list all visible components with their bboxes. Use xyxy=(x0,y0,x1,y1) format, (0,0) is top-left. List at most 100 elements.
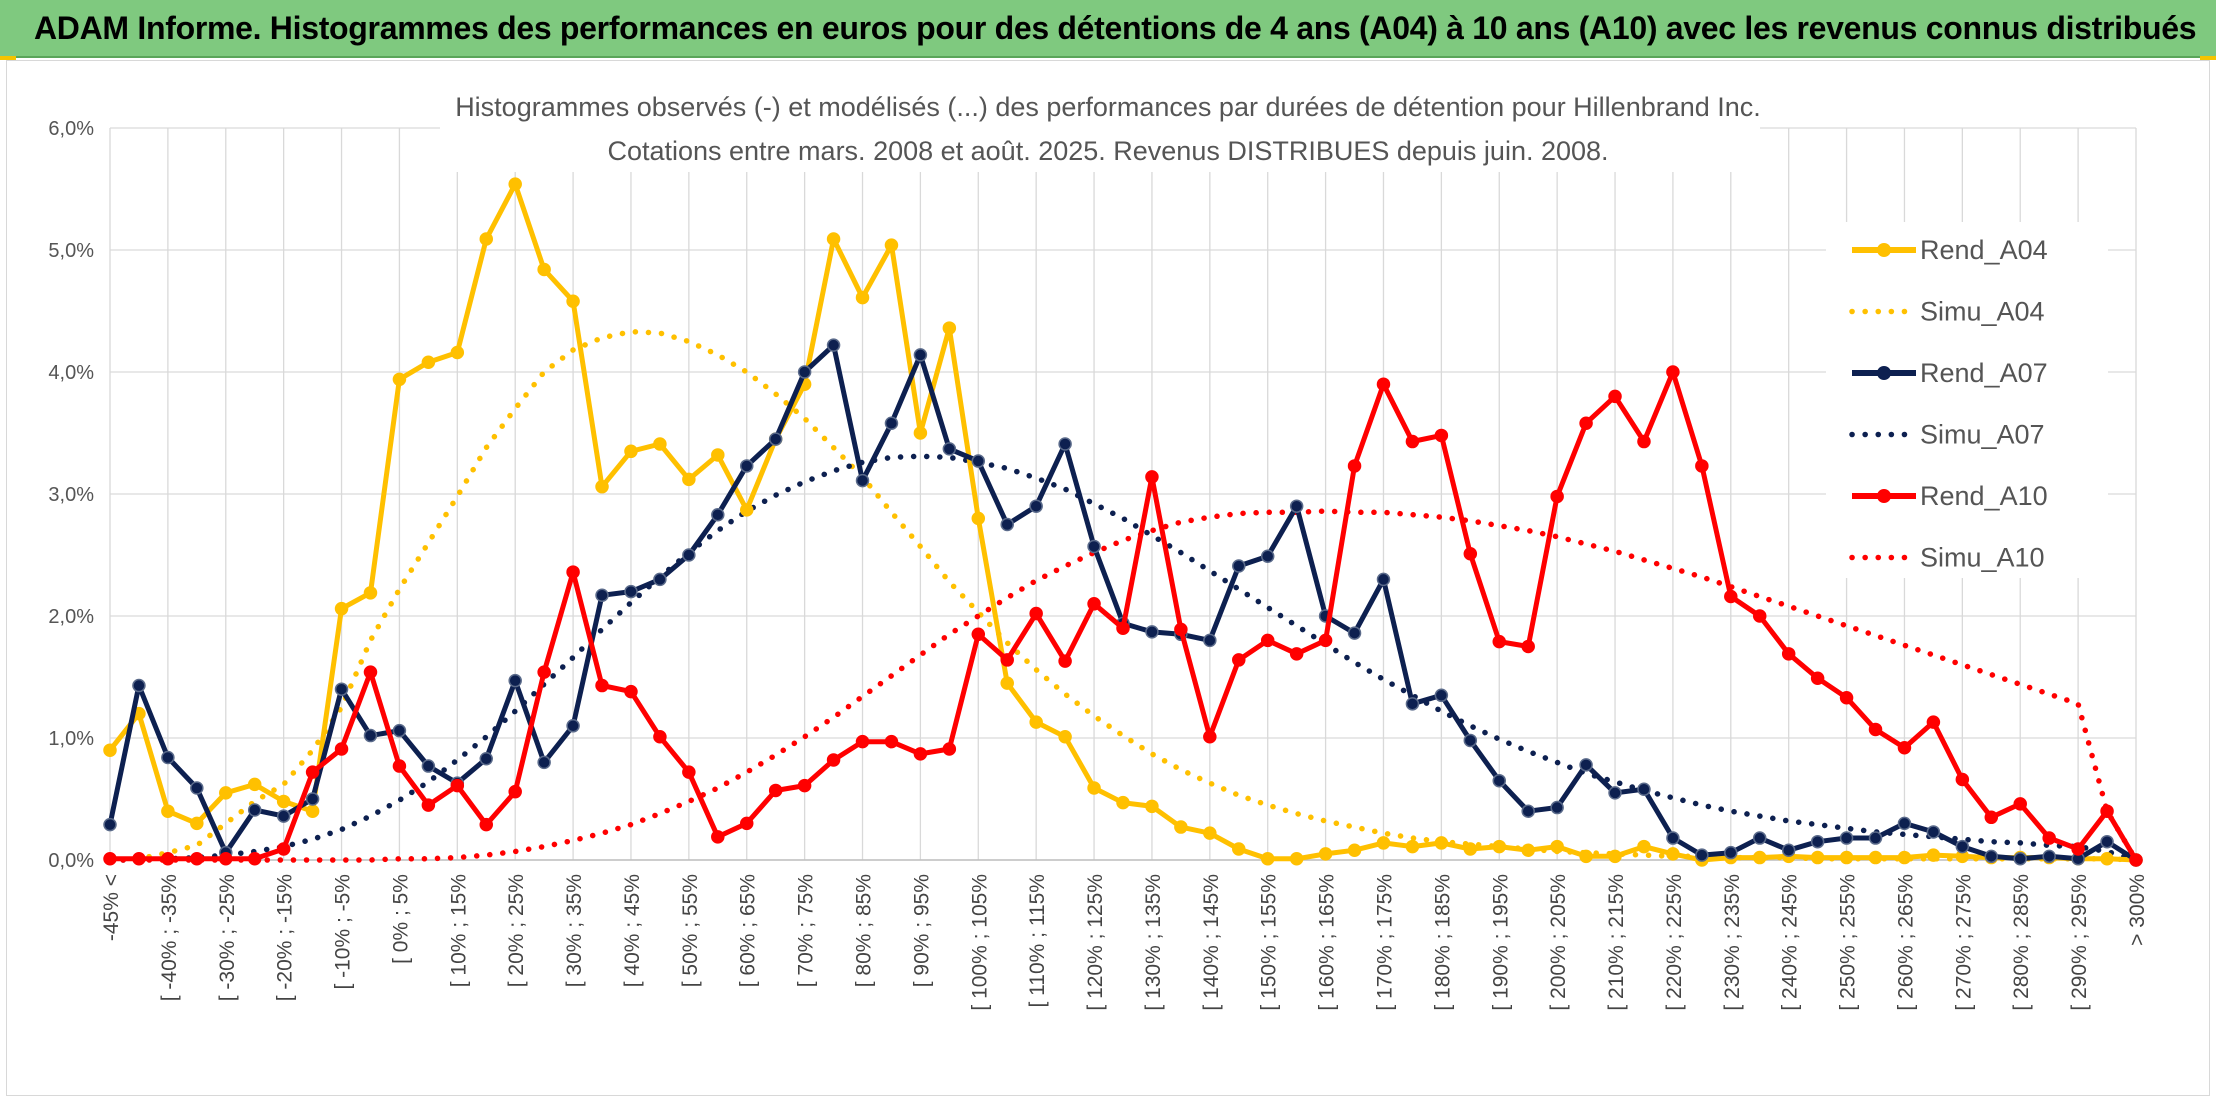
data-point xyxy=(219,852,233,866)
data-point xyxy=(1087,781,1101,795)
data-point xyxy=(653,572,667,587)
y-tick-label: 2,0% xyxy=(48,606,94,628)
data-point xyxy=(942,321,957,335)
x-tick-label: -45% < xyxy=(100,874,123,941)
data-point xyxy=(1376,572,1391,587)
x-tick-label: [ 230% ; 235% xyxy=(1721,874,1744,1011)
x-tick-label: [ 270% ; 275% xyxy=(1952,874,1975,1011)
legend-label: Simu_A04 xyxy=(1920,297,2045,327)
x-tick-label: [ 260% ; 265% xyxy=(1894,874,1917,1011)
x-tick-label: [ -10% ; -5% xyxy=(332,874,355,990)
data-point xyxy=(1724,589,1738,604)
data-point xyxy=(421,355,436,369)
data-point xyxy=(1810,850,1825,865)
data-point xyxy=(1347,626,1362,640)
y-tick-label: 0,0% xyxy=(48,850,94,872)
x-tick-label: [ 90% ; 95% xyxy=(910,874,933,987)
data-point xyxy=(1695,848,1709,862)
data-point xyxy=(884,416,899,430)
x-tick-label: [ 70% ; 75% xyxy=(795,874,818,987)
x-tick-label: [ 150% ; 155% xyxy=(1258,874,1281,1011)
data-point xyxy=(1347,459,1362,473)
data-point xyxy=(1000,653,1014,667)
data-point xyxy=(537,755,551,770)
data-point xyxy=(1926,825,1941,839)
corner-accent-right xyxy=(2200,56,2216,60)
data-point xyxy=(1289,852,1304,866)
data-point xyxy=(1376,377,1391,391)
data-point xyxy=(855,734,870,749)
data-point xyxy=(826,753,841,767)
data-point xyxy=(1289,647,1304,661)
data-point xyxy=(2071,842,2085,856)
data-point xyxy=(276,842,291,856)
data-point xyxy=(739,459,754,473)
legend-item: Rend_A04 xyxy=(1852,235,2048,265)
data-point xyxy=(103,817,117,832)
legend-item: Rend_A07 xyxy=(1852,358,2048,388)
data-point xyxy=(1405,434,1420,449)
data-point xyxy=(276,809,291,823)
data-point xyxy=(1260,852,1275,866)
legend-label: Simu_A10 xyxy=(1920,543,2045,573)
data-point xyxy=(1868,831,1883,845)
chart-legend: Rend_A04 Simu_A04 Rend_A07 Simu_A07 Rend_A10… xyxy=(1826,222,2108,578)
series-rend-a10 xyxy=(103,365,2143,867)
x-tick-label: [ 60% ; 65% xyxy=(737,874,760,987)
x-tick-label: [ 160% ; 165% xyxy=(1316,874,1339,1011)
data-point xyxy=(1926,848,1941,862)
data-point xyxy=(450,778,465,793)
data-point xyxy=(219,786,233,800)
data-point xyxy=(479,232,494,246)
x-tick-label: > 300% xyxy=(2126,874,2149,946)
x-tick-label: [ 0% ; 5% xyxy=(389,874,412,964)
data-point xyxy=(1145,799,1159,814)
legend-label: Rend_A07 xyxy=(1920,358,2048,388)
data-point xyxy=(1029,715,1043,729)
data-point xyxy=(1405,839,1420,854)
data-point xyxy=(1434,428,1449,443)
data-point xyxy=(1810,834,1825,849)
data-point xyxy=(739,503,754,517)
data-point xyxy=(1145,625,1159,639)
data-point xyxy=(1405,697,1420,711)
data-point xyxy=(1434,688,1449,703)
data-point xyxy=(1897,850,1912,865)
legend-label: Simu_A07 xyxy=(1920,420,2045,450)
data-point xyxy=(1260,549,1275,563)
data-point xyxy=(566,565,580,579)
data-point xyxy=(1579,849,1593,864)
data-point xyxy=(1232,842,1246,856)
x-tick-label: [ 290% ; 295% xyxy=(2068,874,2091,1011)
data-point xyxy=(2129,853,2143,867)
data-point xyxy=(305,792,320,806)
series-line xyxy=(107,453,2139,863)
data-point xyxy=(1637,839,1651,854)
data-point xyxy=(971,627,986,642)
data-point xyxy=(190,816,204,831)
data-point xyxy=(682,472,696,487)
data-point xyxy=(363,728,378,743)
data-point xyxy=(190,852,204,866)
data-point xyxy=(1608,849,1622,864)
data-point xyxy=(161,852,175,866)
data-point xyxy=(1376,836,1391,850)
data-point xyxy=(1000,676,1014,690)
legend-marker xyxy=(1877,366,1891,380)
x-tick-label: [ 170% ; 175% xyxy=(1373,874,1396,1011)
data-point xyxy=(1550,489,1564,504)
data-point xyxy=(1145,470,1159,484)
x-tick-label: [ 110% ; 115% xyxy=(1026,874,1049,1007)
data-point xyxy=(1579,758,1593,772)
data-point xyxy=(855,290,870,305)
data-point xyxy=(1695,459,1709,473)
data-point xyxy=(1116,795,1130,810)
data-point xyxy=(1637,782,1651,796)
data-point xyxy=(855,473,870,488)
legend-marker xyxy=(1877,243,1891,257)
y-tick-label: 1,0% xyxy=(48,728,94,750)
x-tick-label: [ -20% ; -15% xyxy=(274,874,297,1001)
data-point xyxy=(421,798,436,812)
data-point xyxy=(1810,671,1825,685)
data-point xyxy=(1116,621,1130,635)
